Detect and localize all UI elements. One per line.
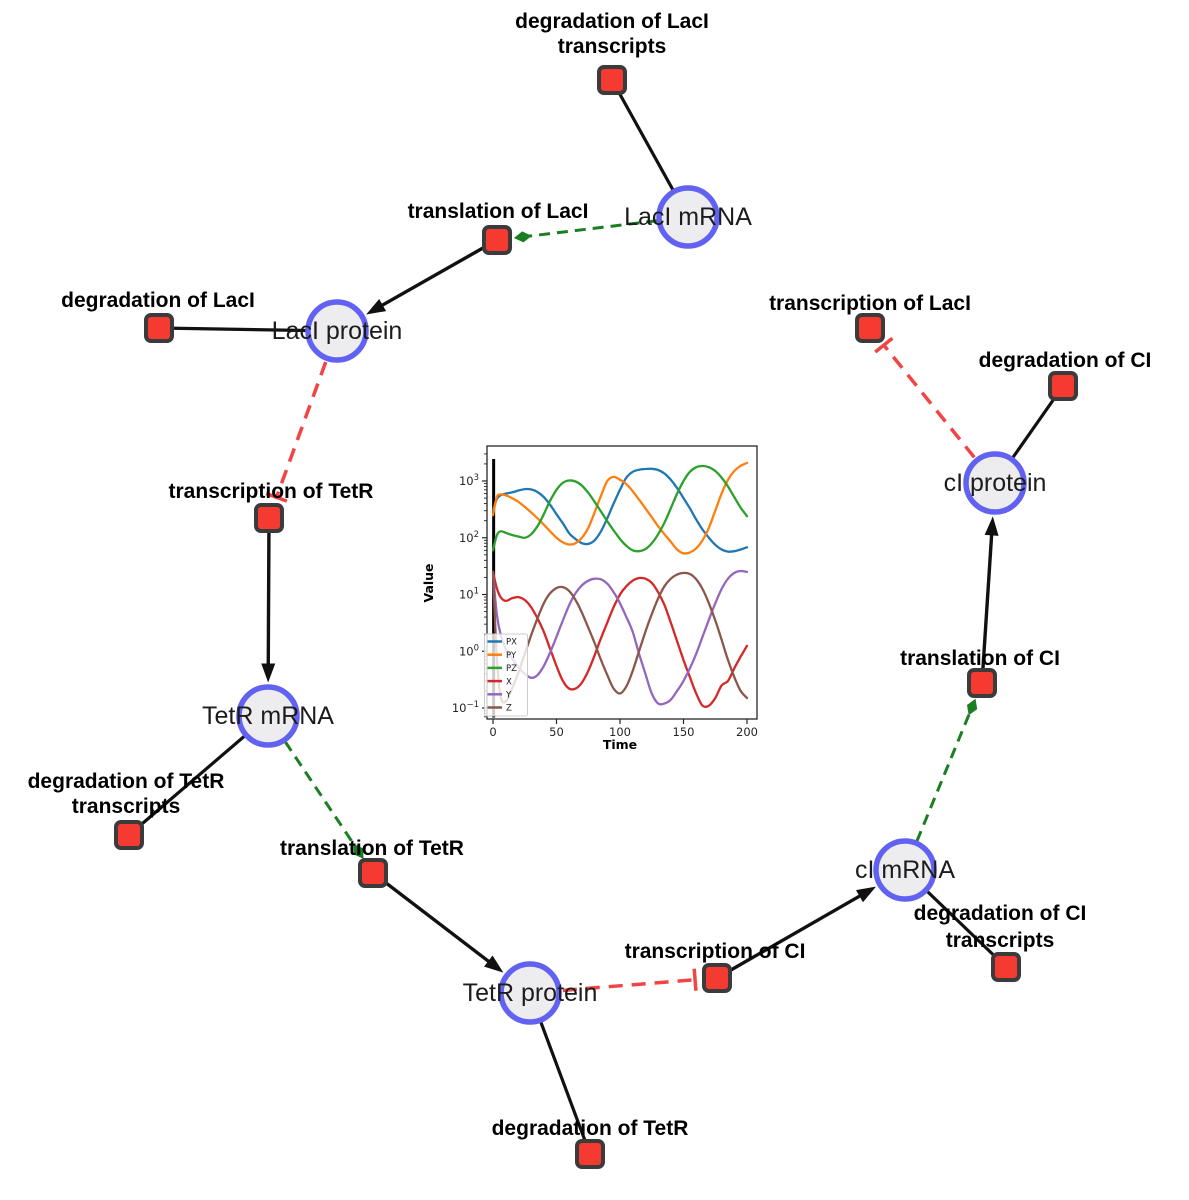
y-tick-label: 101 (459, 587, 479, 602)
edge-production-transl_ci-ci_protein (980, 516, 999, 684)
reaction-label-txn_ci: transcription of CI (625, 940, 806, 963)
reaction-node-txn_ci (702, 963, 732, 993)
inhibition-bar (265, 491, 288, 503)
legend-label-Y: Y (505, 691, 512, 701)
reaction-label-transl_tetr: translation of TetR (280, 837, 464, 860)
y-tick-label: 100 (459, 643, 479, 658)
reaction-label-transl_ci: translation of CI (900, 647, 1060, 670)
reaction-node-transl_laci (482, 225, 512, 255)
edge-production-transl_laci-laci_protein (366, 238, 498, 315)
x-tick-label: 0 (489, 725, 496, 739)
arrowhead (261, 663, 276, 683)
arrowhead (984, 516, 999, 536)
reaction-label-deg_tetr_tx-line1: degradation of TetR (28, 770, 225, 793)
series-line-PY (491, 461, 749, 555)
y-tick-label: 10−1 (452, 700, 479, 715)
arrowhead (855, 886, 876, 903)
reaction-label-txn_laci: transcription of LacI (769, 292, 971, 315)
reaction-label-deg_ci_tx-line2: transcripts (946, 929, 1055, 952)
reaction-label-txn_tetr: transcription of TetR (169, 480, 374, 503)
inhibition-bar (874, 336, 894, 354)
x-tick-label: 100 (609, 725, 631, 739)
modifier-arrowhead (513, 231, 532, 243)
edge-production-transl_tetr-tetr_protein (371, 871, 504, 973)
reaction-node-transl_ci (967, 668, 997, 698)
series-line-PZ (491, 464, 749, 553)
arrowhead (484, 955, 504, 973)
species-node-tetr_protein (498, 961, 562, 1025)
species-label-ci_protein: cI protein (944, 469, 1047, 497)
modifier-arrowhead (967, 698, 978, 716)
edge-production-txn_tetr-tetr_mrna (261, 517, 276, 683)
reaction-label-deg_ci_tx-line1: degradation of CI (914, 902, 1087, 925)
species-node-ci_protein (963, 451, 1027, 515)
plot-frame (486, 445, 758, 720)
x-tick-label: 50 (549, 725, 564, 739)
series-curves (491, 461, 749, 709)
series-line-Y (491, 569, 749, 706)
species-label-laci_mrna: LacI mRNA (624, 203, 752, 231)
reaction-node-deg_laci (144, 313, 174, 343)
species-node-tetr_mrna (236, 684, 300, 748)
reaction-label-deg_laci_tx-line2: transcripts (558, 35, 667, 58)
species-label-ci_mrna: cI mRNA (855, 856, 955, 884)
series-line-Z (491, 570, 749, 704)
edge-modifier-ci_mrna-transl_ci (915, 698, 978, 842)
legend-label-PZ: PZ (506, 664, 517, 674)
x-tick-label: 200 (736, 725, 758, 739)
reaction-label-transl_laci: translation of LacI (408, 200, 589, 223)
x-tick-label: 150 (673, 725, 695, 739)
species-label-laci_protein: LacI protein (272, 317, 403, 345)
species-label-tetr_mrna: TetR mRNA (202, 702, 334, 730)
x-axis-label: Time (603, 737, 637, 752)
legend-label-PX: PX (506, 638, 517, 648)
edge-inhibition-ci_protein-txn_laci (874, 336, 976, 459)
reaction-node-transl_tetr (358, 858, 388, 888)
inhibition-bar (692, 968, 698, 991)
reaction-node-deg_laci_tx (597, 65, 627, 95)
reaction-label-deg_ci: degradation of CI (979, 349, 1152, 372)
reaction-node-deg_tetr (575, 1139, 605, 1169)
x-axis-ticks: 0 50 100 150 200 (489, 719, 758, 739)
reaction-label-deg_laci: degradation of LacI (61, 289, 255, 312)
reaction-label-deg_tetr: degradation of TetR (492, 1117, 689, 1140)
reaction-label-deg_laci_tx-line1: degradation of LacI (515, 10, 709, 33)
y-axis-label: Value (421, 563, 436, 602)
reaction-node-txn_laci (855, 313, 885, 343)
series-line-X (491, 570, 749, 709)
legend-label-X: X (506, 677, 512, 687)
legend-label-PY: PY (506, 651, 517, 661)
y-axis-ticks: 10−1 100 101 102 103 (452, 453, 487, 718)
edge-modifier-tetr_mrna-transl_tetr (283, 740, 364, 859)
nodes-layer (114, 65, 1078, 1169)
y-tick-label: 103 (459, 473, 479, 488)
legend-label-Z: Z (506, 704, 512, 714)
edge-production-txn_ci-ci_mrna (716, 886, 876, 980)
species-node-laci_protein (305, 299, 369, 363)
reaction-node-deg_ci_tx (991, 952, 1021, 982)
modifier-arrowhead (353, 843, 364, 859)
series-line-PX (491, 467, 749, 553)
reaction-node-deg_tetr_tx (114, 820, 144, 850)
species-label-tetr_protein: TetR protein (463, 979, 598, 1007)
reaction-label-deg_tetr_tx-line2: transcripts (72, 795, 181, 818)
edge-inhibition-laci_protein-txn_tetr (265, 361, 328, 503)
labels-layer: degradation of LacItranscriptstranslatio… (28, 10, 1152, 1140)
edge-modifier-laci_mrna-transl_laci (513, 219, 658, 243)
inset-time-course-plot: Time Value 0 50 100 150 200 10−1 100 101 102 103 P… (421, 445, 758, 752)
edge-inhibition-tetr_protein-txn_ci (562, 968, 698, 993)
reaction-node-deg_ci (1048, 371, 1078, 401)
y-tick-label: 102 (459, 530, 479, 545)
species-node-laci_mrna (656, 185, 720, 249)
reaction-node-txn_tetr (254, 503, 284, 533)
species-node-ci_mrna (873, 838, 937, 902)
arrowhead (366, 298, 387, 315)
legend: PX PY PZ XYZ (484, 633, 528, 717)
